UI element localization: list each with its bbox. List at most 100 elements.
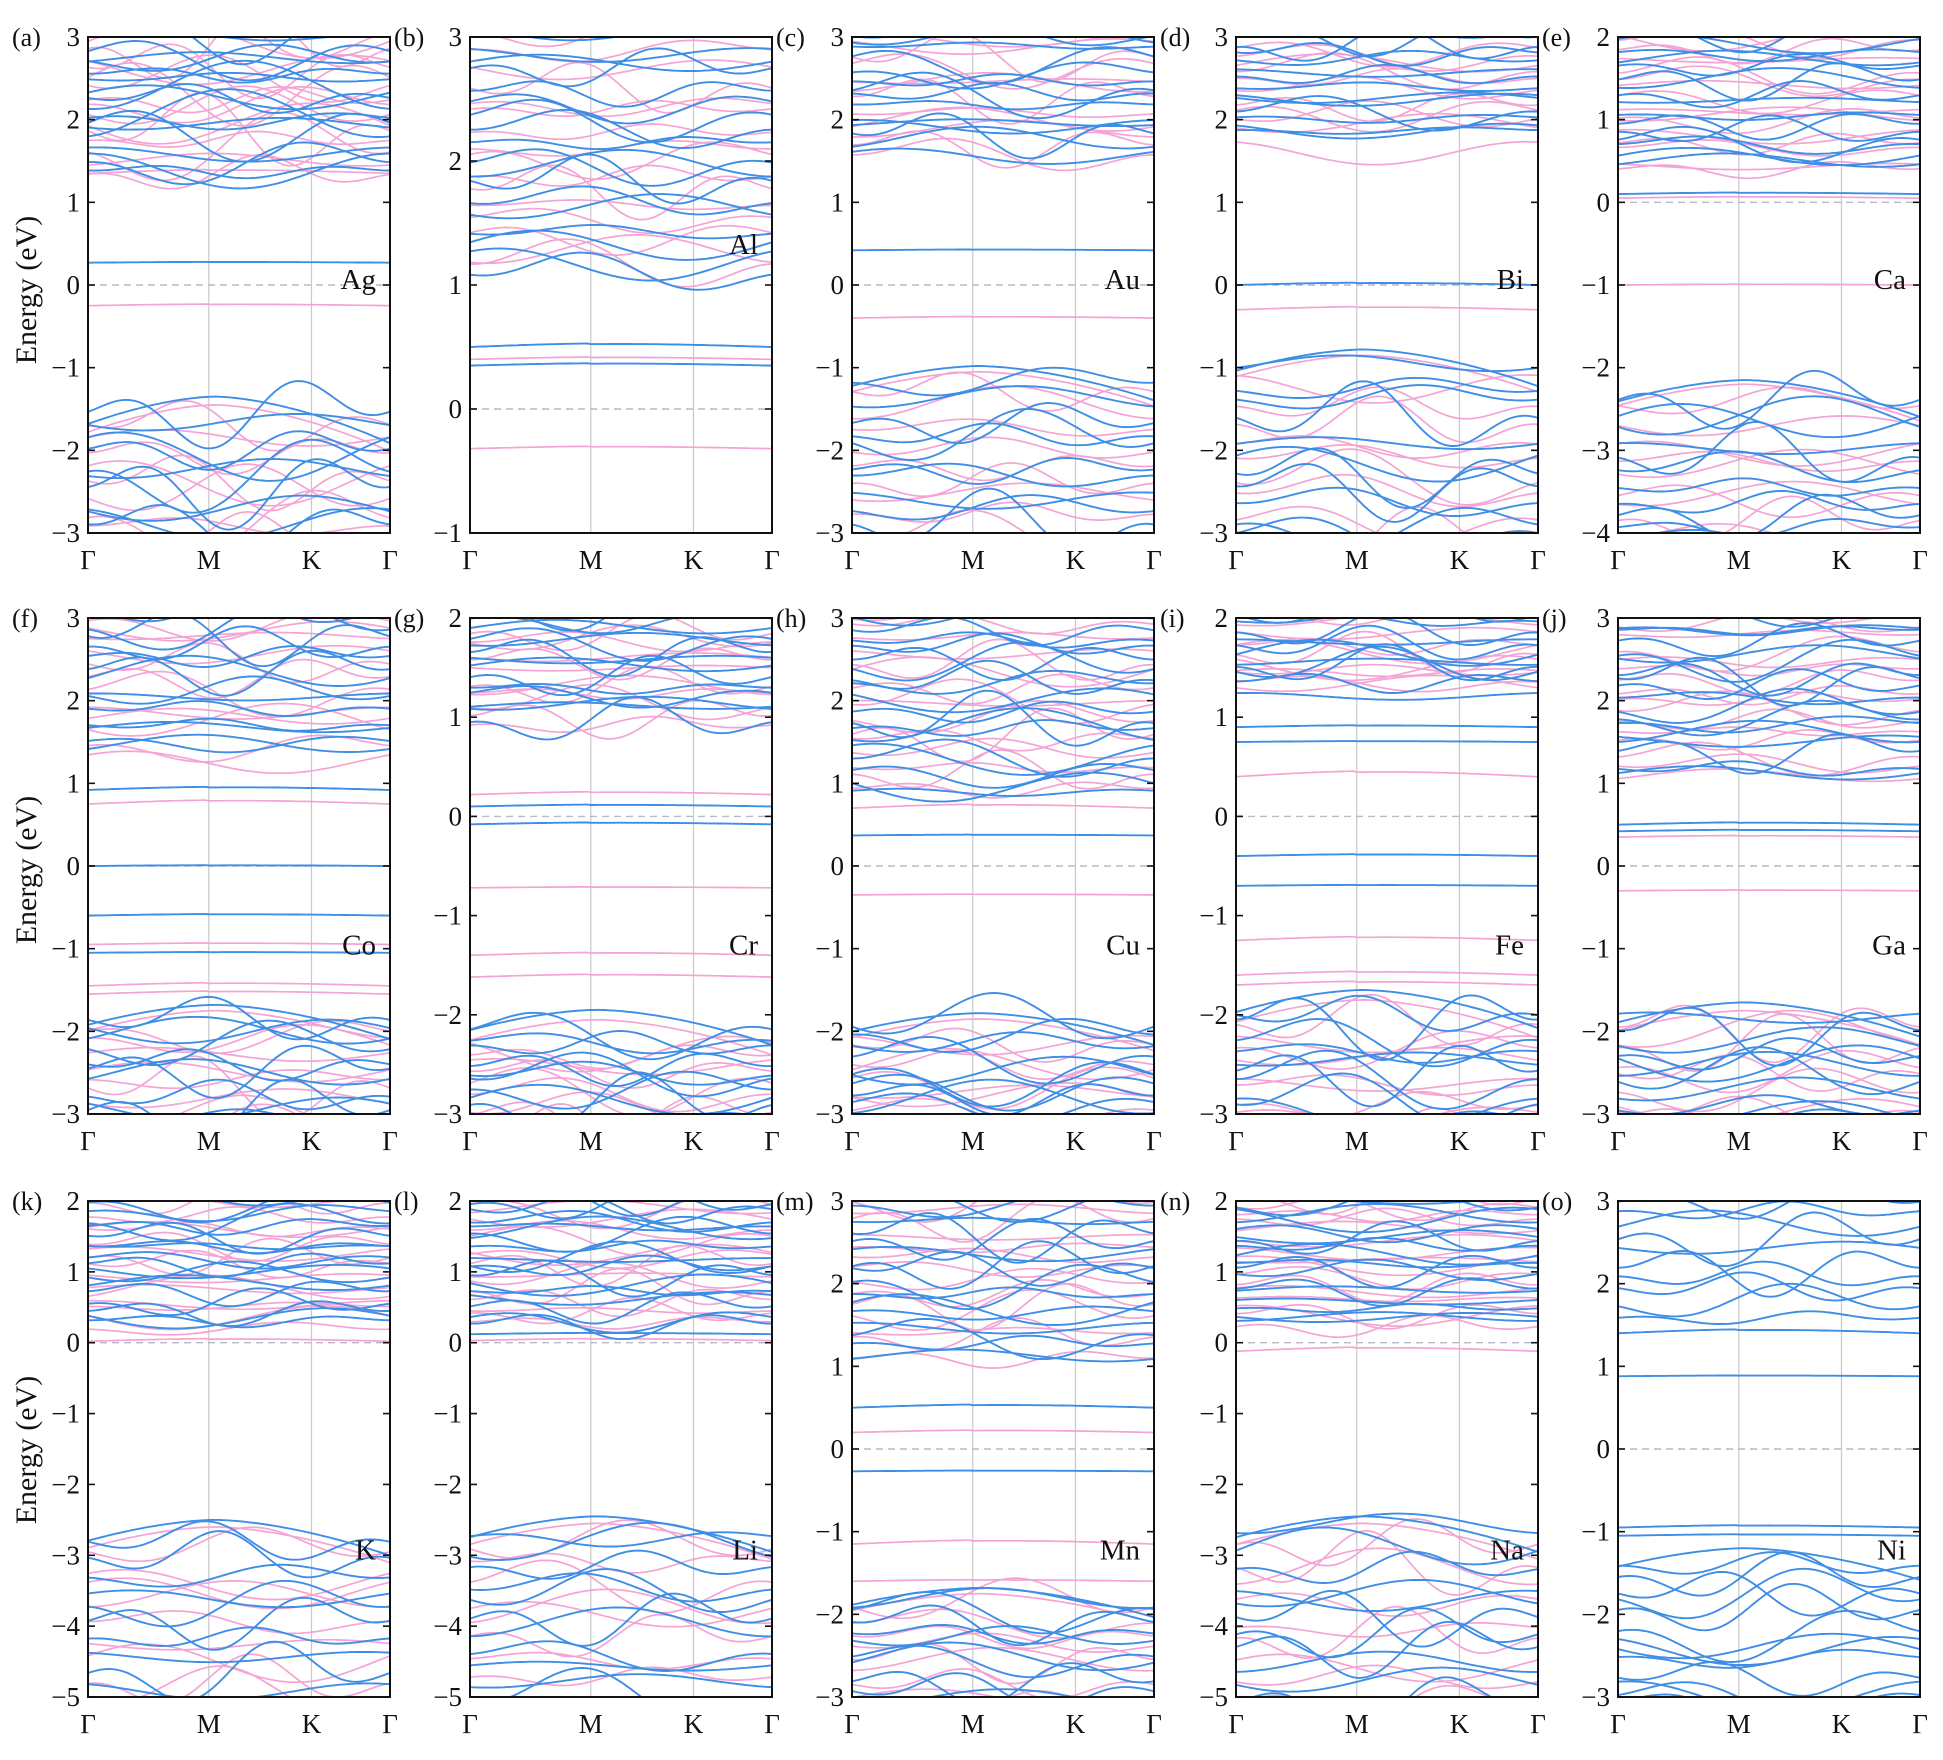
valence-band-up: [88, 1023, 390, 1053]
conduction-band-up: [470, 664, 772, 672]
k-point-label: M: [961, 1126, 985, 1156]
conduction-band-down: [88, 40, 390, 82]
valence-band-up: [1618, 495, 1920, 533]
valence-band-down: [1236, 1097, 1538, 1114]
valence-band-down: [1236, 506, 1538, 533]
valence-band-up: [470, 1044, 772, 1070]
valence-band-up: [470, 1091, 772, 1114]
flat-band-down: [88, 951, 390, 954]
valence-band-up: [88, 489, 390, 533]
valence-band-down: [88, 1058, 390, 1086]
conduction-band-down: [118, 618, 358, 624]
valence-band-up: [1236, 1547, 1538, 1586]
conduction-band-down: [88, 1221, 390, 1255]
series-spin-down: [88, 37, 390, 533]
flat-band-up: [470, 973, 772, 978]
conduction-band-down: [852, 1216, 1154, 1226]
valence-band-down: [696, 1111, 750, 1114]
conduction-band-down: [1236, 113, 1538, 124]
conduction-band-down: [88, 71, 390, 83]
valence-band-down: [852, 1662, 1154, 1697]
k-point-label: M: [197, 1126, 221, 1156]
k-point-label: M: [197, 1709, 221, 1739]
conduction-band-up: [470, 164, 772, 221]
k-point-label: Γ: [1912, 1709, 1928, 1739]
conduction-band-down: [88, 645, 390, 668]
bands: [1236, 37, 1538, 533]
panel-fe: −3 −2 −1 0 1 2 Γ M K Γ (i) Fe: [1160, 603, 1546, 1156]
valence-band-down: [88, 413, 390, 432]
flat-band-up: [1236, 770, 1538, 778]
valence-band-down: [470, 1083, 772, 1114]
panels: −3 −2 −1 0 1 2 3 Γ M K Γ (a) Ag −1 0 1 2 3 Γ M K Γ (b) Al −3 −2 −1…: [12, 22, 1928, 1739]
conduction-band-up: [470, 1244, 772, 1288]
k-point-label: K: [1450, 1709, 1470, 1739]
conduction-band-down: [88, 700, 390, 717]
conduction-band-up: [1236, 1266, 1538, 1291]
flat-band-up: [88, 981, 390, 987]
valence-band-down: [1618, 395, 1920, 436]
conduction-band-up: [1618, 741, 1920, 777]
conduction-band-up: [852, 728, 1154, 752]
y-tick-label: −2: [1581, 1016, 1610, 1046]
conduction-band-down: [852, 118, 1154, 135]
flat-band-down: [470, 342, 772, 348]
k-point-label: M: [1727, 1709, 1751, 1739]
panel-label: (f): [12, 604, 38, 633]
valence-band-down: [1618, 1582, 1920, 1632]
y-tick-label: −3: [433, 1099, 462, 1129]
valence-band-down: [88, 1518, 390, 1557]
valence-band-down: [1618, 1046, 1920, 1096]
y-tick-label: −1: [433, 1399, 462, 1429]
bands: [852, 37, 1154, 533]
y-tick-label: −2: [1199, 1469, 1228, 1499]
bands: [852, 618, 1154, 1114]
plot-frame: [469, 1200, 773, 1698]
conduction-band-up: [470, 1297, 772, 1325]
conduction-band-up: [852, 1289, 1154, 1331]
valence-band-up: [1618, 1049, 1920, 1094]
flat-band-up: [88, 303, 390, 307]
k-point-label: Γ: [1146, 1709, 1162, 1739]
valence-band-down: [470, 1592, 772, 1647]
valence-band-up: [88, 460, 390, 507]
panel-label: (o): [1542, 1187, 1572, 1216]
conduction-band-up: [852, 700, 1154, 734]
valence-band-down: [1236, 1650, 1538, 1673]
conduction-band-up: [88, 85, 390, 125]
conduction-band-up: [852, 1201, 1154, 1243]
k-point-label: Γ: [462, 1709, 478, 1739]
conduction-band-up: [852, 1326, 1154, 1336]
flat-band-up: [852, 803, 1154, 809]
valence-band-up: [88, 1665, 390, 1697]
valence-band-down: [470, 1521, 772, 1561]
valence-band-down: [1618, 1006, 1920, 1067]
flat-band-down: [88, 260, 390, 264]
valence-band-down: [1618, 442, 1920, 456]
conduction-band-up: [852, 618, 1154, 622]
valence-band-down: [507, 1667, 643, 1697]
valence-band-up: [1618, 484, 1920, 519]
conduction-band-down: [1236, 1297, 1538, 1306]
valence-band-down: [852, 1055, 1154, 1086]
conduction-band-up: [470, 234, 772, 265]
valence-band-up: [88, 1069, 390, 1090]
k-point-label: M: [1345, 545, 1369, 575]
k-point-label: M: [197, 545, 221, 575]
valence-band-down: [1618, 518, 1920, 533]
valence-band-up: [1236, 386, 1538, 420]
conduction-band-up: [1618, 160, 1920, 180]
valence-band-down: [1618, 1551, 1920, 1597]
valence-band-up: [1618, 383, 1920, 422]
valence-band-up: [88, 400, 390, 452]
valence-band-down: [852, 1083, 1154, 1114]
valence-band-down: [852, 494, 1154, 521]
valence-band-down: [1250, 1676, 1494, 1697]
conduction-band-down: [88, 84, 390, 111]
valence-band-up: [852, 501, 1154, 523]
y-tick-label: 3: [831, 22, 845, 52]
conduction-band-down: [470, 656, 772, 673]
valence-band-down: [1618, 450, 1920, 484]
valence-band-down: [852, 408, 1154, 461]
conduction-band-down: [852, 1293, 1154, 1326]
